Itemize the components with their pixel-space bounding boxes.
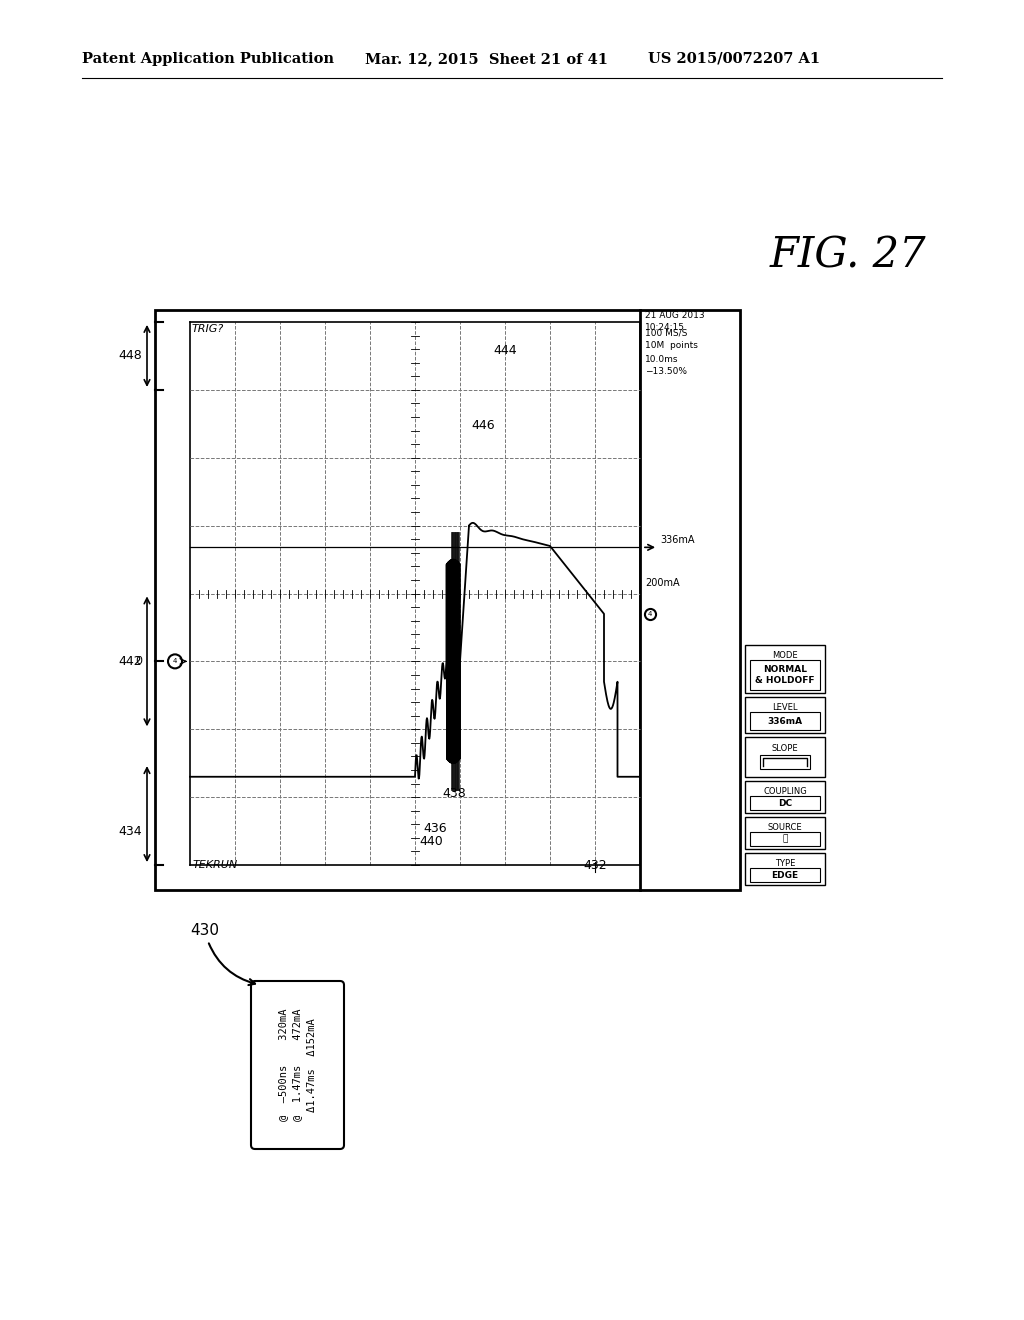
Text: FIG. 27: FIG. 27 [770,235,927,277]
Text: TEKRUN: TEKRUN [193,861,239,870]
Bar [745,645,825,693]
Text: 336mA: 336mA [767,717,803,726]
Text: 4: 4 [173,659,177,664]
Text: TYPE: TYPE [775,859,796,869]
Text: US 2015/0072207 A1: US 2015/0072207 A1 [648,51,820,66]
Text: 448: 448 [118,350,142,363]
Text: 200mA: 200mA [645,578,680,589]
Text: 440: 440 [419,836,442,847]
Bar [750,660,820,690]
Text: 444: 444 [494,345,517,356]
Bar [745,737,825,777]
Text: TRIG?: TRIG? [193,323,224,334]
Text: COUPLING: COUPLING [763,787,807,796]
Bar [745,817,825,849]
Text: 0: 0 [135,656,142,667]
Text: 21 AUG 2013: 21 AUG 2013 [645,312,705,319]
Text: 430: 430 [190,923,255,985]
Bar [745,697,825,733]
Text: 10.0ms: 10.0ms [645,355,679,364]
Text: 336mA: 336mA [660,536,694,545]
Text: 438: 438 [442,787,466,800]
Text: SOURCE: SOURCE [768,822,803,832]
Bar [750,796,820,810]
Text: 434: 434 [119,825,142,838]
Text: NORMAL
& HOLDOFF: NORMAL & HOLDOFF [756,665,815,685]
Text: LEVEL: LEVEL [772,704,798,711]
Bar [745,853,825,884]
Bar [750,832,820,846]
Text: Patent Application Publication: Patent Application Publication [82,51,334,66]
Text: −13.50%: −13.50% [645,367,687,376]
Text: @  –500ns    320mA
@  1.47ms    472mA
Δ1.47ms  Δ152mA: @ –500ns 320mA @ 1.47ms 472mA Δ1.47ms Δ1… [278,1008,317,1121]
Text: SLOPE: SLOPE [772,744,799,752]
Bar [750,869,820,882]
Text: 4: 4 [648,610,652,616]
Text: EDGE: EDGE [771,870,799,879]
Text: 100 MS/S: 100 MS/S [645,329,687,338]
Text: MODE: MODE [772,651,798,660]
FancyBboxPatch shape [251,981,344,1148]
Text: Mar. 12, 2015  Sheet 21 of 41: Mar. 12, 2015 Sheet 21 of 41 [365,51,608,66]
Text: 10M  points: 10M points [645,341,698,350]
Bar [745,781,825,813]
Text: 442: 442 [119,655,142,668]
Text: 436: 436 [424,822,447,836]
Bar [750,711,820,730]
Bar [760,755,810,770]
Text: 10:24:15: 10:24:15 [645,323,685,333]
Text: 432: 432 [584,859,607,873]
Text: 446: 446 [471,418,495,432]
Text: DC: DC [778,799,792,808]
Text: Ⓒ: Ⓒ [782,834,787,843]
Bar [155,310,740,890]
